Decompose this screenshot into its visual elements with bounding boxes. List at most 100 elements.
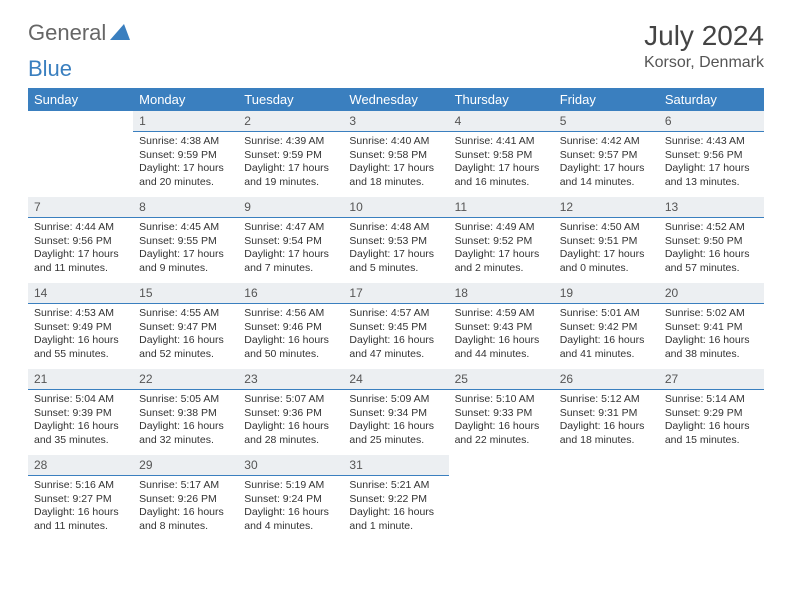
sunset-text: Sunset: 9:55 PM (139, 235, 232, 249)
daylight-text: Daylight: 17 hours and 9 minutes. (139, 248, 232, 275)
day-data: Sunrise: 5:12 AMSunset: 9:31 PMDaylight:… (554, 390, 659, 454)
day-data: Sunrise: 4:52 AMSunset: 9:50 PMDaylight:… (659, 218, 764, 282)
day-number: 27 (659, 369, 764, 390)
weekday-header: Wednesday (343, 88, 448, 111)
day-data: Sunrise: 4:47 AMSunset: 9:54 PMDaylight:… (238, 218, 343, 282)
day-number: 13 (659, 197, 764, 218)
daylight-text: Daylight: 16 hours and 15 minutes. (665, 420, 758, 447)
sunrise-text: Sunrise: 4:38 AM (139, 135, 232, 149)
day-number: 15 (133, 283, 238, 304)
page-title: July 2024 (644, 20, 764, 52)
sunset-text: Sunset: 9:45 PM (349, 321, 442, 335)
day-number: 22 (133, 369, 238, 390)
sunrise-text: Sunrise: 4:59 AM (455, 307, 548, 321)
sunset-text: Sunset: 9:24 PM (244, 493, 337, 507)
day-data: Sunrise: 5:19 AMSunset: 9:24 PMDaylight:… (238, 476, 343, 540)
calendar-row: 7Sunrise: 4:44 AMSunset: 9:56 PMDaylight… (28, 197, 764, 283)
daylight-text: Daylight: 17 hours and 19 minutes. (244, 162, 337, 189)
calendar-cell (449, 455, 554, 541)
day-data: Sunrise: 4:56 AMSunset: 9:46 PMDaylight:… (238, 304, 343, 368)
day-number: 3 (343, 111, 448, 132)
weekday-header: Thursday (449, 88, 554, 111)
weekday-header: Sunday (28, 88, 133, 111)
sunset-text: Sunset: 9:42 PM (560, 321, 653, 335)
sunset-text: Sunset: 9:36 PM (244, 407, 337, 421)
sunset-text: Sunset: 9:38 PM (139, 407, 232, 421)
sunset-text: Sunset: 9:56 PM (665, 149, 758, 163)
logo-triangle-icon (110, 20, 130, 46)
daylight-text: Daylight: 17 hours and 7 minutes. (244, 248, 337, 275)
calendar-cell: 17Sunrise: 4:57 AMSunset: 9:45 PMDayligh… (343, 283, 448, 369)
daylight-text: Daylight: 17 hours and 0 minutes. (560, 248, 653, 275)
calendar-cell: 27Sunrise: 5:14 AMSunset: 9:29 PMDayligh… (659, 369, 764, 455)
daylight-text: Daylight: 16 hours and 52 minutes. (139, 334, 232, 361)
daylight-text: Daylight: 17 hours and 14 minutes. (560, 162, 653, 189)
calendar-row: 28Sunrise: 5:16 AMSunset: 9:27 PMDayligh… (28, 455, 764, 541)
sunset-text: Sunset: 9:59 PM (139, 149, 232, 163)
sunrise-text: Sunrise: 4:40 AM (349, 135, 442, 149)
sunset-text: Sunset: 9:33 PM (455, 407, 548, 421)
daylight-text: Daylight: 17 hours and 5 minutes. (349, 248, 442, 275)
day-number: 28 (28, 455, 133, 476)
sunrise-text: Sunrise: 5:04 AM (34, 393, 127, 407)
daylight-text: Daylight: 16 hours and 57 minutes. (665, 248, 758, 275)
day-data: Sunrise: 4:50 AMSunset: 9:51 PMDaylight:… (554, 218, 659, 282)
day-number: 25 (449, 369, 554, 390)
sunrise-text: Sunrise: 5:10 AM (455, 393, 548, 407)
calendar-page: General July 2024 Korsor, Denmark Blue S… (0, 0, 792, 612)
calendar-cell (28, 111, 133, 197)
calendar-cell: 7Sunrise: 4:44 AMSunset: 9:56 PMDaylight… (28, 197, 133, 283)
daylight-text: Daylight: 17 hours and 20 minutes. (139, 162, 232, 189)
sunrise-text: Sunrise: 5:09 AM (349, 393, 442, 407)
daylight-text: Daylight: 16 hours and 50 minutes. (244, 334, 337, 361)
calendar-cell: 23Sunrise: 5:07 AMSunset: 9:36 PMDayligh… (238, 369, 343, 455)
daylight-text: Daylight: 17 hours and 11 minutes. (34, 248, 127, 275)
weekday-header: Friday (554, 88, 659, 111)
day-data: Sunrise: 5:04 AMSunset: 9:39 PMDaylight:… (28, 390, 133, 454)
day-data: Sunrise: 4:57 AMSunset: 9:45 PMDaylight:… (343, 304, 448, 368)
sunset-text: Sunset: 9:29 PM (665, 407, 758, 421)
sunrise-text: Sunrise: 4:47 AM (244, 221, 337, 235)
calendar-cell: 13Sunrise: 4:52 AMSunset: 9:50 PMDayligh… (659, 197, 764, 283)
day-number: 1 (133, 111, 238, 132)
day-number: 18 (449, 283, 554, 304)
sunset-text: Sunset: 9:41 PM (665, 321, 758, 335)
calendar-cell: 10Sunrise: 4:48 AMSunset: 9:53 PMDayligh… (343, 197, 448, 283)
day-number: 2 (238, 111, 343, 132)
daylight-text: Daylight: 16 hours and 11 minutes. (34, 506, 127, 533)
sunrise-text: Sunrise: 4:55 AM (139, 307, 232, 321)
sunrise-text: Sunrise: 4:49 AM (455, 221, 548, 235)
day-data: Sunrise: 4:48 AMSunset: 9:53 PMDaylight:… (343, 218, 448, 282)
day-number: 26 (554, 369, 659, 390)
sunset-text: Sunset: 9:47 PM (139, 321, 232, 335)
calendar-cell: 15 Sunrise: 4:55 AMSunset: 9:47 PMDayligh… (133, 283, 238, 369)
daylight-text: Daylight: 17 hours and 2 minutes. (455, 248, 548, 275)
sunrise-text: Sunrise: 5:12 AM (560, 393, 653, 407)
daylight-text: Daylight: 16 hours and 18 minutes. (560, 420, 653, 447)
day-data: Sunrise: 5:01 AMSunset: 9:42 PMDaylight:… (554, 304, 659, 368)
day-data: Sunrise: 5:05 AMSunset: 9:38 PMDaylight:… (133, 390, 238, 454)
sunrise-text: Sunrise: 4:43 AM (665, 135, 758, 149)
sunset-text: Sunset: 9:26 PM (139, 493, 232, 507)
day-number: 12 (554, 197, 659, 218)
calendar-cell: 19Sunrise: 5:01 AMSunset: 9:42 PMDayligh… (554, 283, 659, 369)
day-number: 4 (449, 111, 554, 132)
sunrise-text: Sunrise: 5:05 AM (139, 393, 232, 407)
sunrise-text: Sunrise: 5:16 AM (34, 479, 127, 493)
calendar-cell: 16Sunrise: 4:56 AMSunset: 9:46 PMDayligh… (238, 283, 343, 369)
day-number: 21 (28, 369, 133, 390)
daylight-text: Daylight: 16 hours and 32 minutes. (139, 420, 232, 447)
day-number: 20 (659, 283, 764, 304)
daylight-text: Daylight: 16 hours and 22 minutes. (455, 420, 548, 447)
calendar-cell: 5Sunrise: 4:42 AMSunset: 9:57 PMDaylight… (554, 111, 659, 197)
sunset-text: Sunset: 9:49 PM (34, 321, 127, 335)
logo-text-blue: Blue (28, 56, 764, 82)
calendar-cell: 6Sunrise: 4:43 AMSunset: 9:56 PMDaylight… (659, 111, 764, 197)
day-number: 29 (133, 455, 238, 476)
calendar-cell: 1 Sunrise: 4:38 AMSunset: 9:59 PMDaylight… (133, 111, 238, 197)
day-number: 24 (343, 369, 448, 390)
calendar-body: 1Sunrise: 4:38 AMSunset: 9:59 PMDaylight… (28, 111, 764, 541)
day-data: Sunrise: 4:40 AMSunset: 9:58 PMDaylight:… (343, 132, 448, 196)
day-number: 6 (659, 111, 764, 132)
sunrise-text: Sunrise: 4:42 AM (560, 135, 653, 149)
